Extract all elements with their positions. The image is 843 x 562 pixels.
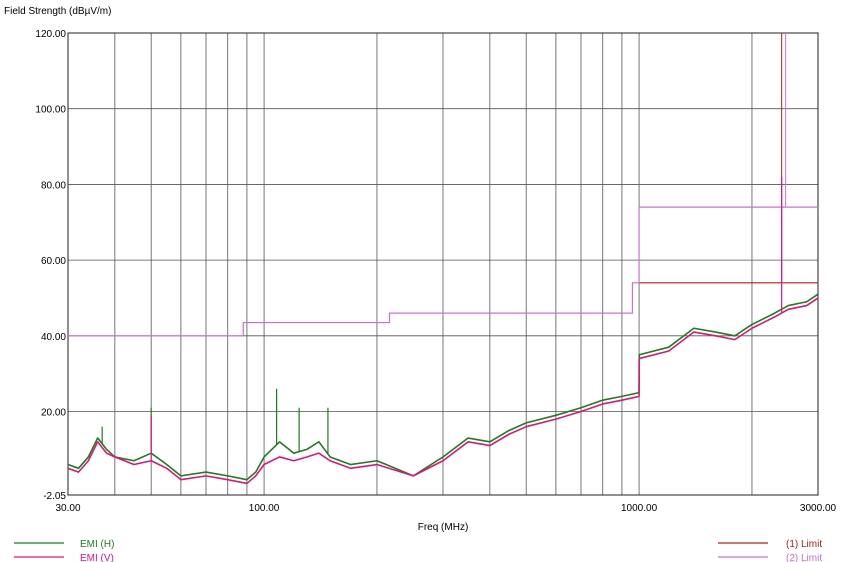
y-tick-labels: 120.00 100.00 80.00 60.00 40.00 20.00 -2.05 [35,29,66,502]
y-tick-label: 20.00 [41,408,66,419]
y-tick-label: -2.05 [43,491,66,502]
y-tick-label: 120.00 [35,29,66,40]
x-tick-label: 30.00 [55,503,80,514]
legend-label-emi-h: EMI (H) [80,539,114,550]
grid [68,33,818,495]
plot-frame [67,32,819,496]
legend-emi-v: EMI (V) [14,553,114,562]
y-tick-label: 100.00 [35,105,66,116]
y-axis-title: Field Strength (dBµV/m) [4,6,111,17]
x-tick-label: 3000.00 [800,503,837,514]
legend-limit-1: (1) Limit [718,539,822,550]
x-tick-label: 100.00 [249,503,280,514]
legend-label-limit-2: (2) Limit [786,553,822,562]
legend-label-limit-1: (1) Limit [786,539,822,550]
legend-label-emi-v: EMI (V) [80,553,114,562]
legend-emi-h: EMI (H) [14,539,114,550]
emi-layer [67,176,819,485]
x-tick-labels: 30.00 100.00 1000.00 3000.00 [55,503,836,514]
y-tick-label: 40.00 [41,332,66,343]
y-tick-label: 80.00 [41,180,66,191]
x-axis-title: Freq (MHz) [418,522,469,533]
x-tick-label: 1000.00 [621,503,658,514]
y-tick-label: 60.00 [41,256,66,267]
series-line-2-limit [68,206,818,337]
legend-limit-2: (2) Limit [718,553,822,562]
